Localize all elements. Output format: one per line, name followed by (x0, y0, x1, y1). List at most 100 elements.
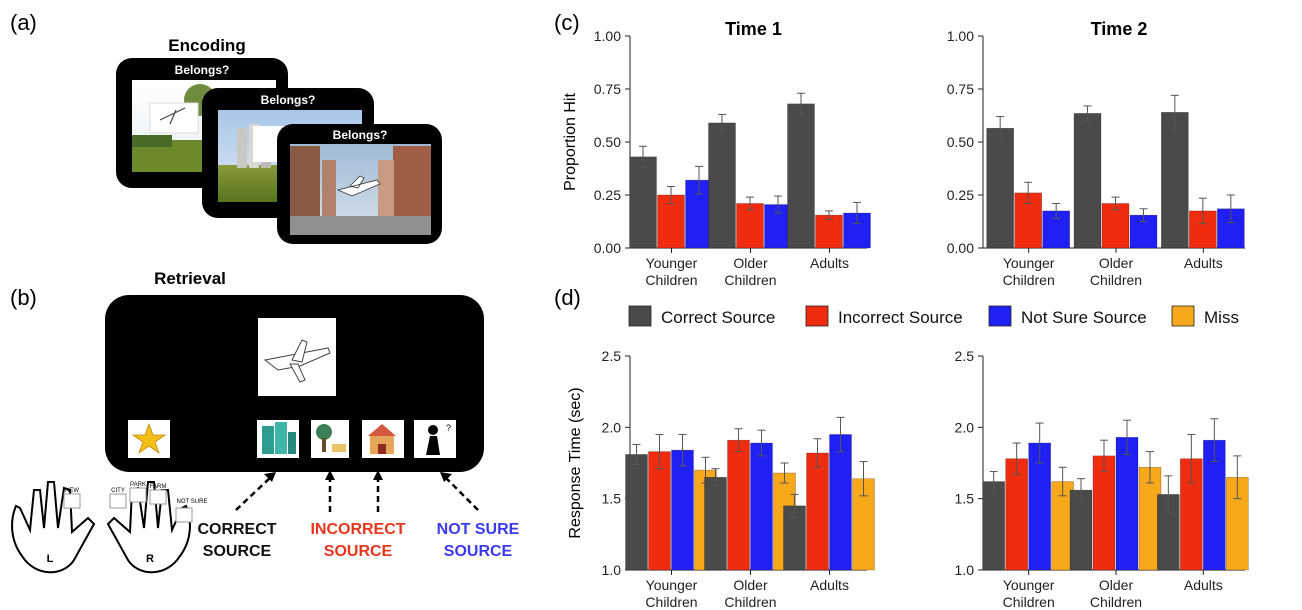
retrieval-title: Retrieval (154, 269, 226, 288)
bar (1161, 112, 1189, 249)
panel-a-label: (a) (10, 10, 37, 35)
y-tick-label: 0.25 (947, 187, 974, 203)
x-tick-label: Children (724, 594, 776, 610)
bar (806, 452, 829, 571)
bar (1101, 203, 1130, 249)
x-tick-label: Adults (1184, 255, 1223, 271)
arrow-heads (264, 470, 452, 482)
panel-b: (b) Retrieval (10, 269, 520, 574)
x-tick-label: Older (733, 577, 768, 593)
x-tick-label: Younger (646, 577, 698, 593)
star-new-icon (128, 420, 170, 458)
chart-title: Time 2 (1091, 19, 1148, 39)
panel-a: (a) Encoding Belongs? Belongs? (10, 10, 442, 244)
bar (1073, 113, 1102, 249)
source-label-incorrect: INCORRECT SOURCE (310, 521, 405, 560)
bar (1115, 437, 1139, 571)
bar (982, 481, 1005, 571)
y-tick-label: 0.25 (594, 187, 621, 203)
x-tick-label: Younger (1003, 255, 1055, 271)
y-axis-label: Proportion Hit (562, 93, 579, 191)
y-tick-label: 0.50 (594, 134, 621, 150)
key-label-farm: FARM (150, 484, 167, 490)
key-label-city: CITY (111, 488, 125, 494)
legend-label: Incorrect Source (838, 308, 963, 327)
x-tick-label: Younger (1003, 577, 1055, 593)
encoding-screen-city: Belongs? (277, 124, 442, 244)
bar (671, 449, 694, 571)
bar (704, 476, 727, 571)
not-sure-icon: ? (414, 420, 456, 458)
legend: Correct Source Incorrect Source Not Sure S… (628, 305, 1239, 327)
bar (1069, 489, 1093, 571)
svg-text:?: ? (446, 423, 451, 433)
x-tick-label: Children (1003, 272, 1055, 288)
x-tick-label: Older (733, 255, 768, 271)
belongs-prompt-2: Belongs? (261, 93, 316, 107)
source-label-not-sure: NOT SURE SOURCE (437, 521, 520, 560)
y-tick-label: 1.00 (947, 28, 974, 44)
y-tick-label: 0.75 (594, 81, 621, 97)
bar (629, 156, 657, 249)
legend-swatch (805, 305, 829, 327)
belongs-prompt-3: Belongs? (333, 128, 388, 142)
legend-swatch (628, 305, 652, 327)
bar (986, 127, 1014, 249)
encoding-title: Encoding (168, 36, 245, 55)
city-icon (257, 420, 299, 458)
x-tick-label: Children (645, 594, 697, 610)
legend-item: Miss (1171, 305, 1239, 327)
left-hand: L NEW (11, 481, 96, 574)
y-tick-label: 2.5 (955, 348, 975, 364)
y-tick-label: 0.00 (947, 240, 974, 256)
bar (829, 434, 852, 571)
x-tick-label: Children (1003, 594, 1055, 610)
x-tick-label: Adults (1184, 577, 1223, 593)
source-arrows (235, 475, 479, 512)
y-tick-label: 0.50 (947, 134, 974, 150)
park-icon (311, 420, 349, 458)
y-tick-label: 2.0 (602, 419, 622, 435)
bar (625, 454, 648, 571)
x-tick-label: Older (1099, 255, 1134, 271)
svg-text:CORRECT: CORRECT (197, 521, 276, 538)
bar (648, 451, 671, 571)
bar (1005, 458, 1028, 571)
source-label-correct: CORRECT SOURCE (197, 521, 276, 560)
panel-d-label: (d) (554, 285, 581, 310)
bar (727, 439, 750, 571)
legend-swatch (1171, 305, 1195, 327)
bar (750, 442, 773, 571)
charts: 0.00 0.25 0.50 0.75 1.00 Time 1 Proportion Hit… (562, 19, 1249, 610)
bar (736, 203, 764, 249)
x-tick-label: Children (1090, 594, 1142, 610)
chart-title: Time 1 (725, 19, 782, 39)
bar (815, 214, 843, 249)
panel-b-label: (b) (10, 285, 37, 310)
legend-swatch (988, 305, 1012, 327)
key-label-park: PARK (130, 482, 146, 488)
x-tick-label: Older (1099, 577, 1134, 593)
legend-label: Correct Source (661, 308, 775, 327)
legend-item: Incorrect Source (805, 305, 963, 327)
svg-text:NOT SURE: NOT SURE (437, 521, 520, 538)
y-tick-label: 1.00 (594, 28, 621, 44)
svg-text:SOURCE: SOURCE (203, 543, 272, 560)
y-tick-label: 1.5 (955, 491, 975, 507)
legend-label: Not Sure Source (1021, 308, 1147, 327)
y-axis-label: Response Time (sec) (567, 387, 584, 538)
bar (1092, 455, 1116, 571)
legend-label: Miss (1204, 308, 1239, 327)
hand-left-label: L (47, 553, 54, 565)
x-tick-label: Younger (646, 255, 698, 271)
belongs-prompt-1: Belongs? (175, 63, 230, 77)
legend-item: Correct Source (628, 305, 775, 327)
hand-right-label: R (146, 553, 154, 565)
svg-text:SOURCE: SOURCE (444, 543, 513, 560)
chart-2: 0.000.250.500.751.00 Time 2YoungerChildre… (947, 19, 1245, 288)
legend-item: Not Sure Source (988, 305, 1147, 327)
airplane-stimulus (258, 318, 336, 396)
y-tick-label: 1.0 (602, 562, 622, 578)
